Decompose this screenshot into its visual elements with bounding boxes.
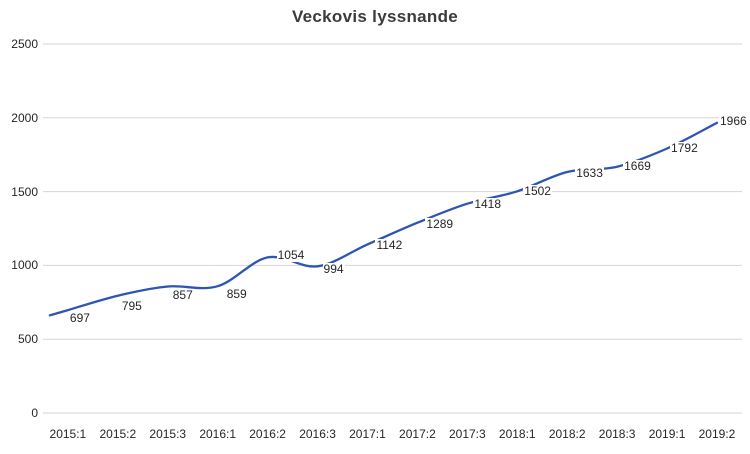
x-tick-label: 2016:2 xyxy=(249,427,286,441)
data-point-label: 859 xyxy=(225,287,248,302)
y-tick-label: 1500 xyxy=(11,184,38,199)
x-tick-label: 2017:1 xyxy=(349,427,386,441)
y-tick-label: 500 xyxy=(17,332,38,347)
data-point-label: 1142 xyxy=(375,238,404,253)
data-point-label: 697 xyxy=(68,311,91,326)
data-point-label: 1418 xyxy=(473,196,503,211)
data-point-label: 1289 xyxy=(425,216,455,231)
x-tick-label: 2017:2 xyxy=(399,427,436,441)
data-point-label: 857 xyxy=(171,287,194,302)
x-tick-label: 2018:2 xyxy=(548,427,586,441)
x-tick-label: 2018:3 xyxy=(598,427,636,441)
data-point-label: 795 xyxy=(120,298,143,313)
y-tick-label: 2500 xyxy=(11,37,38,51)
line-series-path xyxy=(48,121,719,317)
data-point-label: 994 xyxy=(322,262,345,277)
data-point-label: 1792 xyxy=(670,140,699,155)
gridlines xyxy=(43,43,742,414)
y-tick-label: 2000 xyxy=(11,110,38,125)
x-tick-label: 2016:1 xyxy=(199,427,237,441)
data-point-label: 1633 xyxy=(575,165,604,180)
chart-title: Veckovis lyssnande xyxy=(291,7,459,26)
data-point-label: 1054 xyxy=(276,248,306,263)
x-tick-label: 2019:1 xyxy=(648,427,686,441)
x-tick-label: 2015:3 xyxy=(149,427,187,441)
x-tick-label: 2015:1 xyxy=(49,427,87,441)
data-point-label: 1966 xyxy=(718,113,748,128)
data-point-label: 1669 xyxy=(623,158,652,173)
x-tick-label: 2017:3 xyxy=(448,427,486,441)
data-point-label: 1502 xyxy=(523,184,552,199)
x-tick-label: 2015:2 xyxy=(99,427,137,441)
x-tick-label: 2016:3 xyxy=(299,427,336,441)
x-tick-label: 2018:1 xyxy=(498,427,536,441)
y-tick-label: 0 xyxy=(31,406,38,420)
y-tick-label: 1000 xyxy=(11,258,38,273)
x-tick-label: 2019:2 xyxy=(698,427,736,441)
